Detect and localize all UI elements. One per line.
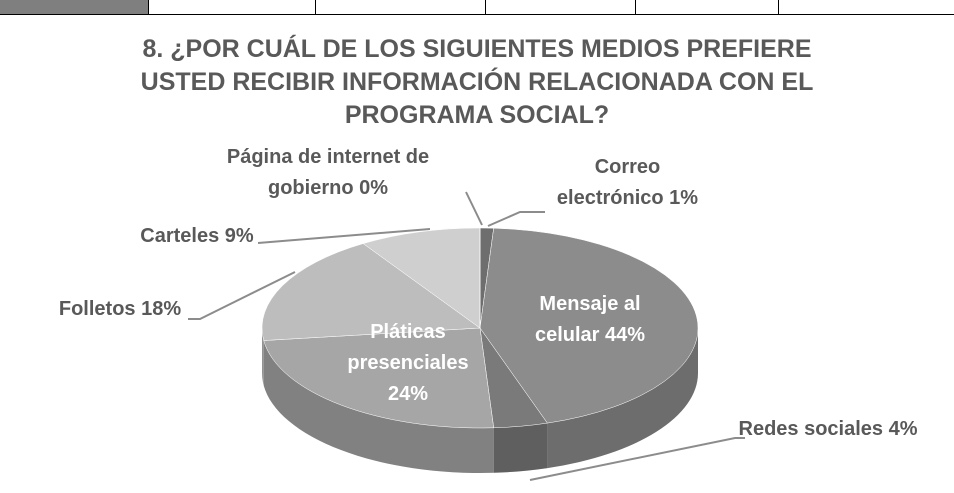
slice-side-shade — [263, 340, 494, 473]
slice-side — [493, 423, 548, 473]
table-cell — [0, 0, 148, 14]
chart-title: 8. ¿POR CUÁL DE LOS SIGUIENTES MEDIOS PR… — [140, 35, 814, 129]
category-label: Pláticas presenciales — [347, 321, 469, 374]
slice-side-shade — [493, 423, 548, 473]
pie-slice — [479, 227, 699, 424]
data-label: Carteles 9% — [122, 221, 272, 252]
table-border — [0, 0, 954, 15]
category-label: Folletos — [58, 298, 136, 320]
pie-slice — [362, 227, 481, 329]
value-label: 24% — [387, 383, 429, 405]
category-label: Carteles — [140, 225, 220, 247]
data-label: Mensaje al celular 44% — [510, 289, 670, 351]
value-label: 1% — [669, 187, 699, 209]
pie-slice — [261, 243, 481, 341]
slice-side — [547, 328, 698, 469]
data-label: Correo electrónico 1% — [545, 152, 710, 214]
data-label: Pláticas presenciales 24% — [338, 317, 478, 410]
slice-side-shade — [262, 328, 264, 386]
slice-side — [262, 328, 264, 386]
data-label: Folletos 18% — [40, 294, 200, 325]
leader-lines — [188, 191, 745, 481]
value-label: 4% — [888, 418, 918, 440]
value-label: 9% — [224, 225, 254, 247]
value-label: 18% — [141, 298, 182, 320]
data-label: Redes sociales 4% — [738, 414, 918, 445]
slice-side-shade — [547, 328, 698, 469]
value-label: 44% — [605, 324, 646, 346]
slice-side — [263, 340, 494, 473]
category-label: Correo electrónico — [556, 156, 664, 209]
value-label: 0% — [359, 177, 388, 199]
pie-slice — [263, 327, 494, 429]
category-label: Redes sociales — [738, 418, 884, 440]
data-label: Página de internet de gobierno 0% — [218, 142, 438, 204]
category-label: Mensaje al celular — [534, 293, 641, 346]
category-label: Página de internet de gobierno — [226, 146, 430, 199]
